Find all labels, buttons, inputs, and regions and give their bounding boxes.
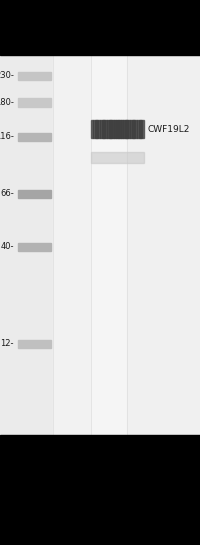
Bar — [128, 120, 130, 138]
Bar — [118, 120, 119, 138]
Bar — [107, 120, 109, 138]
Text: 230-: 230- — [0, 71, 14, 81]
Bar — [100, 120, 102, 138]
Bar — [18, 98, 51, 107]
Bar — [18, 243, 51, 251]
Bar — [110, 120, 112, 138]
Bar — [91, 55, 127, 435]
Bar — [140, 120, 142, 138]
Bar — [18, 340, 51, 348]
Bar — [0, 55, 53, 435]
Text: 180-: 180- — [0, 98, 14, 107]
Bar — [91, 120, 93, 138]
Bar — [105, 120, 107, 138]
Bar — [121, 120, 123, 138]
Bar — [95, 120, 96, 138]
Bar — [132, 120, 134, 138]
Bar — [96, 120, 98, 138]
Bar — [126, 120, 128, 138]
Bar — [119, 120, 121, 138]
Bar — [91, 152, 144, 163]
Text: 116-: 116- — [0, 132, 14, 141]
Bar — [116, 120, 118, 138]
Bar — [125, 120, 127, 138]
Bar — [109, 120, 111, 138]
Text: 66-: 66- — [0, 189, 14, 198]
Bar — [142, 120, 144, 138]
Text: 40-: 40- — [1, 243, 14, 251]
Bar — [135, 120, 137, 138]
Text: 12-: 12- — [1, 339, 14, 348]
Bar — [114, 120, 116, 138]
Bar — [0, 435, 200, 545]
Text: CWF19L2: CWF19L2 — [148, 125, 190, 134]
Bar — [127, 55, 200, 435]
Bar — [18, 190, 51, 198]
Bar — [123, 120, 125, 138]
Bar — [139, 120, 141, 138]
Bar — [130, 120, 132, 138]
Bar — [0, 0, 200, 55]
Bar — [133, 120, 135, 138]
Bar — [102, 120, 104, 138]
Bar — [93, 120, 95, 138]
Bar — [103, 120, 105, 138]
Bar — [18, 72, 51, 80]
Bar — [18, 132, 51, 141]
Bar — [53, 55, 91, 435]
Bar — [137, 120, 139, 138]
Bar — [112, 120, 114, 138]
Bar — [98, 120, 100, 138]
